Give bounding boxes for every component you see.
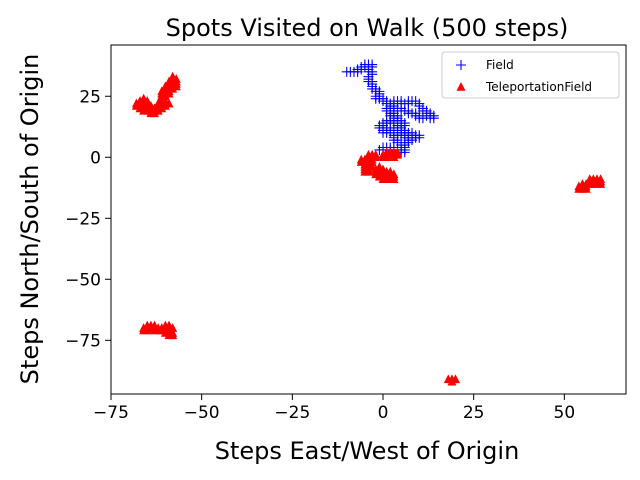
data-point (389, 174, 399, 183)
axis-ticks: −75 −50 −25 0 25 50 25 0 −25 −50 −75 (65, 87, 575, 423)
data-point (399, 142, 410, 153)
data-point (171, 74, 181, 83)
series-0 (341, 59, 439, 158)
x-tick-label: −50 (184, 403, 220, 423)
data-point (581, 183, 591, 193)
data-point (164, 98, 174, 108)
x-tick-label: 25 (463, 403, 485, 423)
axes-frame (110, 44, 627, 395)
data-point (447, 376, 457, 386)
data-point (392, 120, 403, 131)
x-axis-label: Steps East/West of Origin (215, 437, 520, 465)
data-point (596, 179, 606, 188)
data-point (168, 323, 178, 332)
chart-title: Spots Visited on Walk (500 steps) (166, 14, 569, 42)
legend-label: Field (486, 58, 514, 72)
x-tick-label: 0 (378, 403, 389, 423)
x-tick-label: −25 (274, 403, 310, 423)
plot-frame (110, 44, 627, 395)
data-point (371, 149, 381, 159)
data-point (364, 166, 373, 176)
y-tick-label: 0 (90, 148, 101, 168)
data-point (374, 120, 385, 131)
data-point (142, 96, 152, 105)
data-point (393, 147, 403, 157)
x-tick-label: −75 (93, 403, 129, 423)
legend-label: TeleportationField (485, 80, 592, 94)
legend: Field TeleportationField (441, 51, 620, 99)
y-tick-label: −25 (65, 209, 101, 229)
y-tick-label: 25 (79, 87, 101, 107)
data-point (168, 330, 178, 340)
series-1 (131, 71, 606, 386)
y-axis-label: Steps North/South of Origin (16, 54, 44, 385)
y-tick-label: −50 (65, 270, 101, 290)
x-tick-label: 50 (554, 403, 576, 423)
y-tick-label: −75 (65, 331, 101, 351)
data-points (131, 59, 606, 386)
legend-marker (456, 82, 466, 91)
data-point (367, 157, 377, 166)
legend-box (441, 51, 620, 99)
legend-marker (456, 60, 466, 70)
data-point (403, 130, 414, 141)
